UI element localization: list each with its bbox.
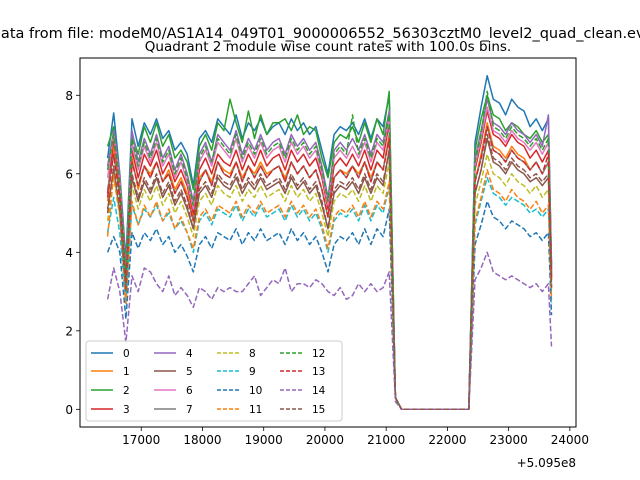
plot-frame (79, 57, 577, 428)
y-tick-label: 6 (65, 167, 73, 181)
x-tick-label: 23000 (490, 433, 528, 447)
x-tick-label: 21000 (367, 433, 405, 447)
legend-label-3: 3 (123, 404, 130, 416)
series-line-8 (106, 153, 553, 411)
legend-label-11: 11 (249, 404, 262, 416)
series-line-3 (106, 110, 553, 411)
x-axis: 17000 18000 19000 20000 21000 22000 23000 24000 (122, 427, 589, 447)
legend-label-15: 15 (312, 404, 325, 416)
legend-label-0: 0 (123, 348, 130, 360)
legend-label-7: 7 (186, 404, 193, 416)
series-line-2 (106, 90, 553, 411)
legend-label-1: 1 (123, 366, 130, 378)
legend-label-12: 12 (312, 348, 325, 360)
series-line-0 (106, 74, 553, 411)
series-line-14 (106, 251, 553, 411)
y-tick-label: 2 (65, 324, 73, 338)
x-tick-label: 22000 (428, 433, 466, 447)
legend-label-9: 9 (249, 366, 256, 378)
series-line-13 (106, 125, 553, 411)
series-line-15 (106, 133, 553, 411)
x-tick-label: 18000 (183, 433, 221, 447)
legend-label-8: 8 (249, 348, 256, 360)
x-tick-label: 20000 (306, 433, 344, 447)
chart-title: Quadrant 2 module wise count rates with … (145, 39, 511, 55)
legend-label-4: 4 (186, 348, 193, 360)
legend-label-5: 5 (186, 366, 193, 378)
series-lines (106, 74, 553, 411)
y-tick-label: 8 (65, 89, 73, 103)
legend-label-13: 13 (312, 366, 325, 378)
series-line-10 (106, 200, 553, 411)
x-tick-label: 19000 (245, 433, 283, 447)
y-tick-label: 0 (65, 403, 73, 417)
x-offset-label: +5.095e8 (517, 456, 576, 470)
series-line-12 (106, 90, 553, 411)
x-tick-label: 24000 (551, 433, 589, 447)
suptitle: Data from file: modeM0/AS1A14_049T01_900… (0, 26, 640, 42)
legend-label-2: 2 (123, 385, 130, 397)
legend-box (85, 340, 343, 422)
legend-label-10: 10 (249, 385, 262, 397)
y-axis: 0 2 4 6 8 (65, 89, 80, 417)
legend-label-14: 14 (312, 385, 326, 397)
legend-label-6: 6 (186, 385, 193, 397)
series-line-11 (106, 169, 553, 411)
x-tick-label: 17000 (122, 433, 160, 447)
y-tick-label: 4 (65, 246, 73, 260)
